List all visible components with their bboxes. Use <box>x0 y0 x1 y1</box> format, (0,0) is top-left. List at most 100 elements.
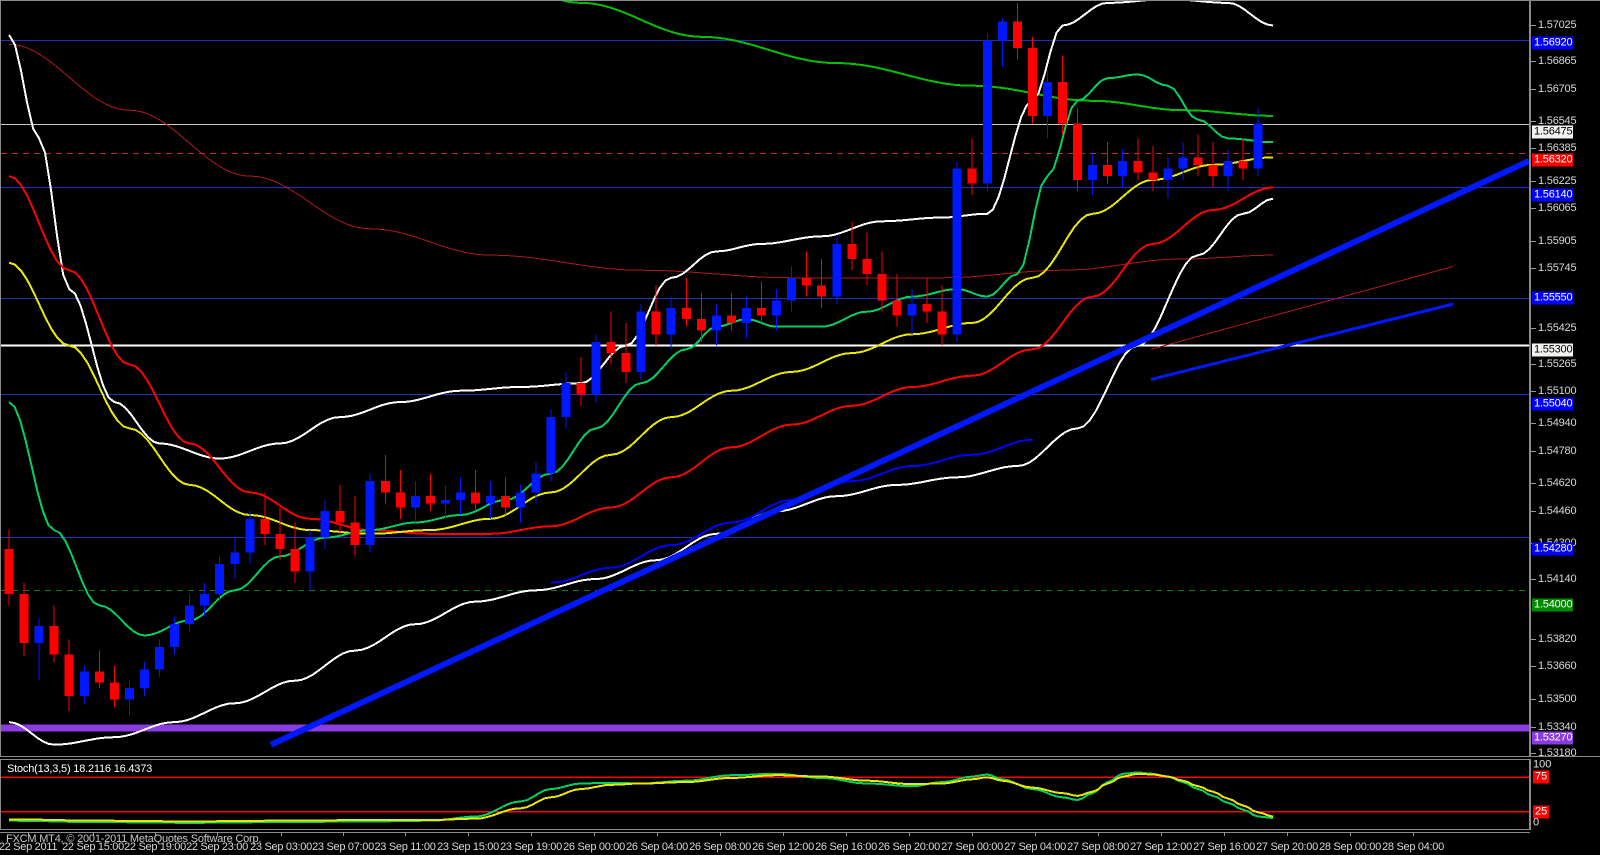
time-tick-mark <box>281 832 282 836</box>
price-tick-mark <box>1531 328 1536 329</box>
time-tick-mark <box>468 832 469 836</box>
stoch-level-label-25: 25 <box>1533 805 1550 819</box>
candlestick <box>185 594 195 632</box>
candlestick <box>1163 157 1173 199</box>
candlestick <box>230 537 240 580</box>
price-highlight-label-blue[interactable]: 1.56140 <box>1532 188 1574 202</box>
time-tick-label: 28 Sep 04:00 <box>1382 841 1444 853</box>
price-tick-mark <box>1531 89 1536 90</box>
price-tick-label: 1.54460 <box>1538 505 1577 517</box>
candlestick <box>19 582 29 657</box>
price-tick-label: 1.53500 <box>1538 693 1577 705</box>
time-tick-mark <box>1287 832 1288 836</box>
price-tick-mark <box>1531 451 1536 452</box>
price-highlight-label-blue[interactable]: 1.56920 <box>1532 36 1574 50</box>
price-tick-label: 1.54140 <box>1538 573 1577 585</box>
time-tick-label: 22 Sep 15:00 <box>62 841 124 853</box>
time-tick-mark <box>846 832 847 836</box>
time-tick-label: 22 Sep 23:00 <box>186 841 248 853</box>
candlestick <box>170 616 180 655</box>
candlestick <box>34 618 44 681</box>
candlestick <box>94 650 104 689</box>
price-tick-label: 1.55905 <box>1538 235 1577 247</box>
time-tick-label: 23 Sep 03:00 <box>250 841 312 853</box>
time-tick-mark <box>720 832 721 836</box>
price-tick-label: 1.53180 <box>1538 747 1577 759</box>
candlestick <box>937 285 947 346</box>
candlestick <box>696 292 706 342</box>
time-tick-label: 26 Sep 04:00 <box>626 841 688 853</box>
candlestick <box>1208 142 1218 188</box>
time-tick-mark <box>1035 832 1036 836</box>
price-axis[interactable]: 1.57025 1.56865 1.56705 1.56545 1.56385 1.562… <box>1530 0 1600 759</box>
price-tick-mark <box>1531 639 1536 640</box>
candlestick <box>215 556 225 602</box>
price-tick-label: 1.55265 <box>1538 358 1577 370</box>
candlestick <box>832 236 842 305</box>
price-highlight-label-red[interactable]: 1.56320 <box>1532 153 1574 167</box>
time-tick-label: 26 Sep 16:00 <box>815 841 877 853</box>
candlestick <box>335 484 345 534</box>
time-tick-mark <box>1413 832 1414 836</box>
candlestick <box>1178 142 1188 180</box>
price-highlight-label-green[interactable]: 1.54000 <box>1532 598 1574 612</box>
candlestick <box>486 481 496 519</box>
candlestick <box>636 304 646 380</box>
candlestick <box>109 665 119 708</box>
candlestick <box>245 511 255 564</box>
candlestick <box>1148 145 1158 192</box>
candlestick <box>501 477 511 516</box>
candlestick <box>847 221 857 271</box>
time-tick-mark <box>343 832 344 836</box>
price-tick-mark <box>1531 423 1536 424</box>
copyright-notice: FXCM MT4, © 2001-2011 MetaQuotes Softwar… <box>6 833 262 845</box>
candlestick <box>365 473 375 553</box>
price-highlight-label-white[interactable]: 1.56475 <box>1532 125 1574 139</box>
candlestick <box>892 274 902 327</box>
time-tick-label: 27 Sep 20:00 <box>1256 841 1318 853</box>
price-tick-mark <box>1531 391 1536 392</box>
price-tick-label: 1.53820 <box>1538 633 1577 645</box>
price-tick-label: 1.53340 <box>1538 721 1577 733</box>
price-tick-mark <box>1531 25 1536 26</box>
candlestick <box>757 281 766 323</box>
price-highlight-label-blue[interactable]: 1.55040 <box>1532 397 1574 411</box>
candlestick <box>1223 149 1233 192</box>
candlestick <box>1042 70 1052 139</box>
time-tick-label: 23 Sep 19:00 <box>500 841 562 853</box>
price-highlight-label-white[interactable]: 1.55300 <box>1532 343 1574 357</box>
price-chart-panel[interactable] <box>0 0 1530 757</box>
candlestick <box>907 289 917 335</box>
candlestick <box>1103 142 1113 184</box>
price-tick-label: 1.54620 <box>1538 477 1577 489</box>
candlestick <box>4 530 14 606</box>
candlestick <box>471 469 481 512</box>
price-tick-mark <box>1531 61 1536 62</box>
candlestick <box>606 311 616 365</box>
price-highlight-label-purple[interactable]: 1.53270 <box>1532 731 1574 745</box>
candlestick <box>922 277 932 323</box>
price-tick-label: 1.56865 <box>1538 55 1577 67</box>
candlestick <box>260 492 270 546</box>
price-tick-mark <box>1531 753 1536 754</box>
price-tick-mark <box>1531 727 1536 728</box>
candlestick <box>591 334 601 403</box>
time-tick-label: 27 Sep 16:00 <box>1193 841 1255 853</box>
time-tick-label: 27 Sep 04:00 <box>1004 841 1066 853</box>
price-tick-label: 1.56385 <box>1538 142 1577 154</box>
price-tick-label: 1.55100 <box>1538 385 1577 397</box>
candlestick <box>305 530 315 591</box>
price-tick-mark <box>1531 364 1536 365</box>
price-highlight-label-blue[interactable]: 1.54280 <box>1532 542 1574 556</box>
candlestick <box>290 522 300 583</box>
time-axis[interactable]: 22 Sep 2011 22 Sep 15:00 22 Sep 19:00 22 Se… <box>0 832 1600 855</box>
candlestick <box>787 266 797 312</box>
time-axis-line <box>0 832 1530 833</box>
price-highlight-label-blue[interactable]: 1.55550 <box>1532 291 1574 305</box>
candlestick <box>862 232 872 286</box>
time-tick-label: 27 Sep 12:00 <box>1130 841 1192 853</box>
stochastic-canvas <box>1 771 1529 824</box>
candlestick <box>1088 153 1098 195</box>
stochastic-panel[interactable]: Stoch(13,3,5) 18.2116 16.4373 <box>0 759 1530 830</box>
